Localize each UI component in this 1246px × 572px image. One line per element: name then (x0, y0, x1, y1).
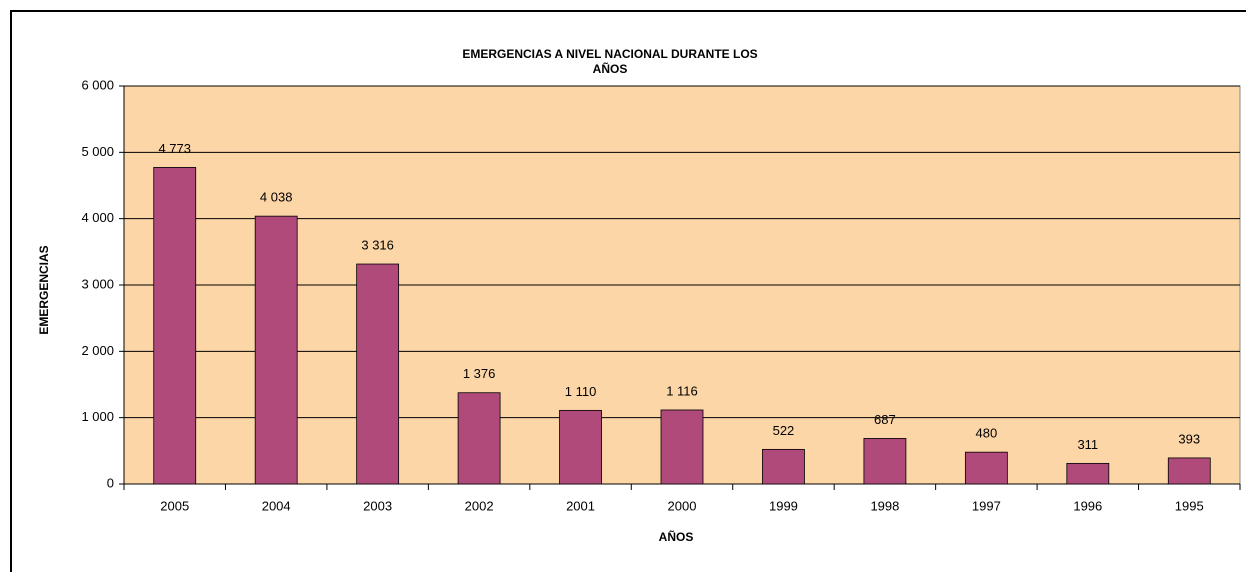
x-tick-label: 2005 (160, 498, 189, 513)
bar (1066, 462, 1110, 485)
x-tick-label: 1995 (1175, 498, 1204, 513)
x-tick-label: 1998 (870, 498, 899, 513)
data-label: 311 (1077, 437, 1098, 452)
data-label: 522 (773, 423, 795, 438)
x-tick-label: 2002 (465, 498, 494, 513)
x-tick-label: 1999 (769, 498, 798, 513)
bar (153, 166, 197, 485)
x-tick-label: 2001 (566, 498, 595, 513)
data-label: 1 376 (463, 366, 496, 381)
bar (356, 263, 400, 485)
x-tick-label: 2000 (668, 498, 697, 513)
bar (559, 409, 602, 485)
data-label: 687 (874, 412, 896, 427)
bar (660, 409, 704, 485)
y-tick-label: 4 000 (81, 210, 114, 225)
data-label: 4 773 (158, 141, 191, 156)
y-axis-label: EMERGENCIAS (37, 245, 51, 334)
x-tick-label: 1997 (972, 498, 1001, 513)
bar (964, 451, 1008, 485)
y-tick-label: 2 000 (81, 343, 114, 358)
bar (1167, 457, 1211, 485)
y-tick-label: 6 000 (81, 77, 114, 92)
bar (863, 438, 907, 485)
data-label: 3 316 (361, 237, 394, 252)
data-label: 393 (1178, 431, 1200, 446)
data-label: 1 116 (666, 383, 698, 398)
bar (457, 392, 501, 485)
y-tick-label: 3 000 (81, 276, 114, 291)
bar (762, 448, 805, 485)
chart-title: EMERGENCIAS A NIVEL NACIONAL DURANTE LOS (462, 47, 757, 61)
x-tick-label: 1996 (1073, 498, 1102, 513)
bar (254, 215, 298, 485)
y-tick-label: 0 (107, 475, 114, 490)
x-tick-label: 2003 (363, 498, 392, 513)
chart-title: AÑOS (593, 61, 628, 76)
data-label: 4 038 (260, 190, 293, 205)
data-label: 1 110 (565, 384, 597, 399)
y-tick-label: 5 000 (81, 144, 114, 159)
x-axis-label: AÑOS (659, 529, 694, 544)
y-tick-label: 1 000 (81, 409, 114, 424)
data-label: 480 (976, 426, 998, 441)
x-tick-label: 2004 (262, 498, 291, 513)
